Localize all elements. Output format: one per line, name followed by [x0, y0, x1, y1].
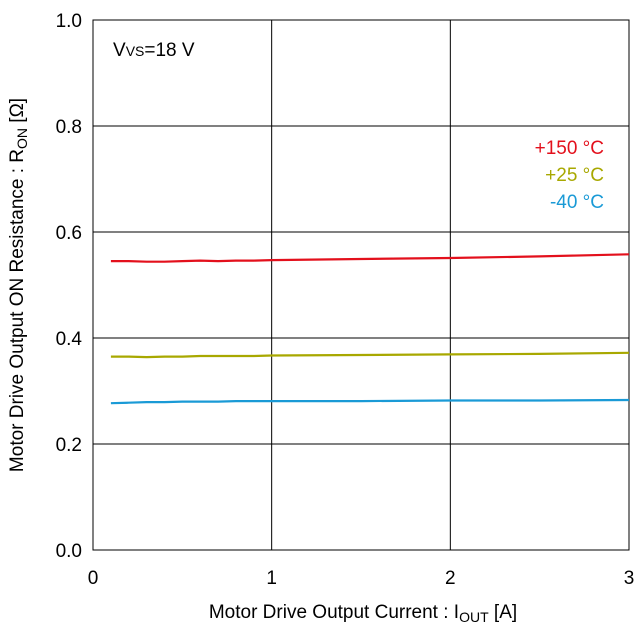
y-tick-label: 0.6 — [56, 223, 82, 244]
y-tick-label: 0.4 — [56, 329, 83, 350]
series-layer — [110, 253, 630, 405]
y-tick-label: 0.2 — [56, 435, 82, 456]
grid-lines — [93, 20, 629, 550]
legend: +150 °C +25 °C -40 °C — [535, 138, 604, 213]
x-tick-label: 0 — [88, 568, 99, 589]
x-tick-label: 3 — [624, 568, 635, 589]
annotation-vvs: VVS=18 V — [113, 40, 195, 61]
plot-area-frame — [92, 19, 630, 551]
legend-entry-0: +150 °C — [535, 138, 604, 159]
x-axis-ticks: 0 1 2 3 — [88, 568, 635, 589]
y-tick-label: 1.0 — [56, 11, 82, 32]
y-axis-ticks: 0.0 0.2 0.4 0.6 0.8 1.0 — [56, 11, 83, 562]
series-line-2 — [110, 398, 630, 405]
y-axis-label: Motor Drive Output ON Resistance : RON [… — [7, 98, 30, 472]
series-line-1 — [110, 351, 630, 359]
y-tick-label: 0.8 — [56, 117, 82, 138]
series-line-0 — [110, 253, 630, 263]
x-tick-label: 2 — [445, 568, 456, 589]
y-tick-label: 0.0 — [56, 541, 82, 562]
legend-entry-2: -40 °C — [550, 192, 604, 213]
legend-entry-1: +25 °C — [545, 165, 604, 186]
x-axis-label: Motor Drive Output Current : IOUT [A] — [209, 602, 517, 625]
x-tick-label: 1 — [266, 568, 277, 589]
